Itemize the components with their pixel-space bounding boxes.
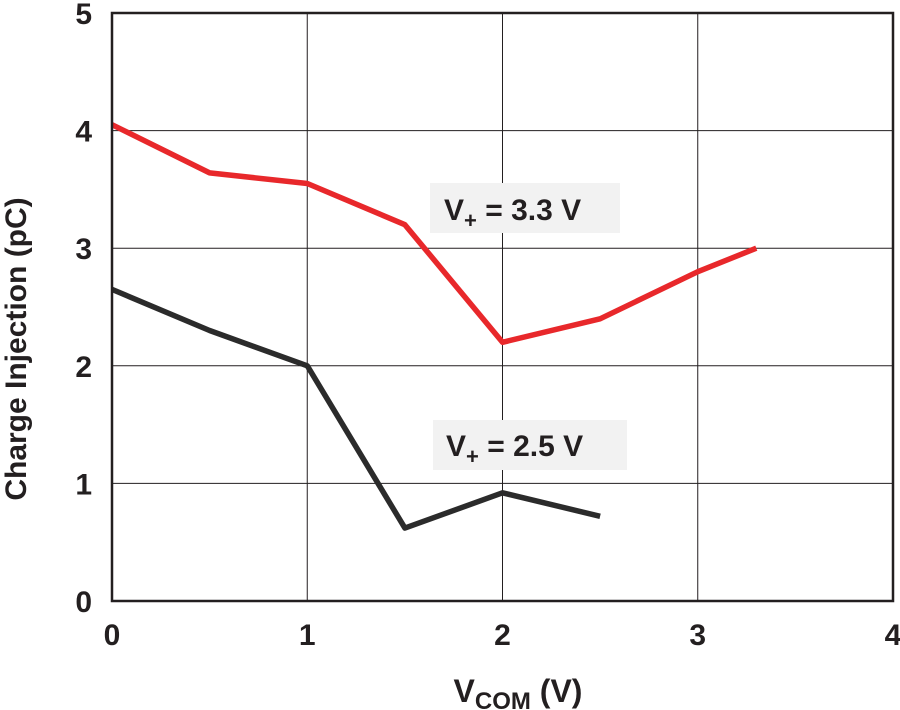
y-tick-label-0: 0 [75,586,92,619]
x-tick-label-4: 4 [885,619,900,652]
series-label-3v3: V+ = 3.3 V [430,183,620,233]
x-tick-label-0: 0 [104,619,121,652]
series-line-1 [110,286,601,531]
series-label-3v3-text: V+ = 3.3 V [444,194,581,233]
series-label-3v3-bg [430,183,620,233]
x-tick-label-3: 3 [689,619,706,652]
series-labels: V+ = 3.3 V V+ = 2.5 V [430,183,627,470]
grid-lines [111,12,894,602]
series-label-2v5: V+ = 2.5 V [433,420,627,470]
y-tick-label-3: 3 [75,233,92,266]
x-tick-labels: 0 1 2 3 4 [104,619,900,652]
y-tick-label-1: 1 [75,468,92,501]
y-tick-label-2: 2 [75,351,92,384]
series-line-0 [110,122,758,346]
plot-frame [110,11,895,603]
x-tick-label-2: 2 [494,619,511,652]
x-axis-title: VCOM (V) [454,673,583,710]
y-tick-label-4: 4 [75,116,92,149]
series-label-2v5-bg [433,420,627,470]
x-tick-label-1: 1 [299,619,316,652]
y-tick-labels: 0 1 2 3 4 5 [75,0,92,619]
y-axis-title: Charge Injection (pC) [0,197,33,500]
series-label-2v5-text: V+ = 2.5 V [446,430,583,469]
y-tick-label-5: 5 [75,0,92,31]
series-lines [110,122,758,531]
